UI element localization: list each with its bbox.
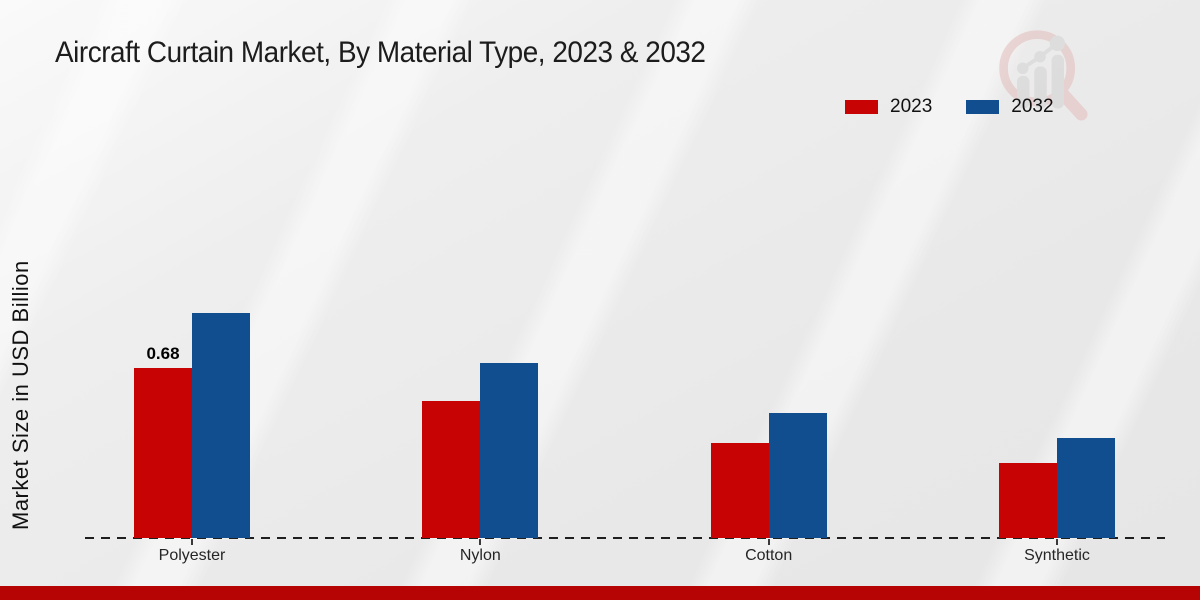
- category-label-synthetic: Synthetic: [1024, 547, 1090, 564]
- legend-swatch-2023: [845, 100, 878, 114]
- x-axis-tick: [1055, 539, 1058, 545]
- bar-2032-cotton: [768, 413, 827, 538]
- legend-label: 2032: [1011, 96, 1054, 117]
- x-axis-baseline: [85, 537, 1165, 539]
- legend-label: 2023: [890, 96, 933, 117]
- category-label-nylon: Nylon: [459, 547, 501, 564]
- bar-2032-synthetic: [1056, 438, 1115, 538]
- category-label-cotton: Cotton: [745, 547, 793, 564]
- legend: 2023 2032: [845, 96, 1054, 118]
- chart-title: Aircraft Curtain Market, By Material Typ…: [55, 36, 706, 69]
- bar-2023-cotton: [710, 443, 769, 538]
- brand-watermark-logo: [999, 30, 1088, 121]
- x-axis-tick: [767, 539, 770, 545]
- legend-swatch-2032: [966, 100, 1000, 114]
- x-axis-tick: [479, 539, 482, 545]
- bar-2023-nylon: [422, 400, 481, 538]
- footer-accent-bar: [0, 586, 1200, 600]
- category-label-polyester: Polyester: [158, 547, 226, 564]
- x-axis-tick: [191, 539, 193, 545]
- y-axis-label: Market Size in USD Billion: [8, 260, 33, 530]
- bar-2032-polyester: [192, 313, 250, 538]
- bar-2023-polyester: [134, 368, 192, 538]
- legend-item-2032: 2032: [966, 96, 1054, 118]
- bar-2032-nylon: [480, 363, 539, 538]
- legend-item-2023: 2023: [845, 96, 932, 118]
- data-label-2023-polyester: 0.68: [146, 344, 180, 363]
- bar-2023-synthetic: [998, 463, 1057, 538]
